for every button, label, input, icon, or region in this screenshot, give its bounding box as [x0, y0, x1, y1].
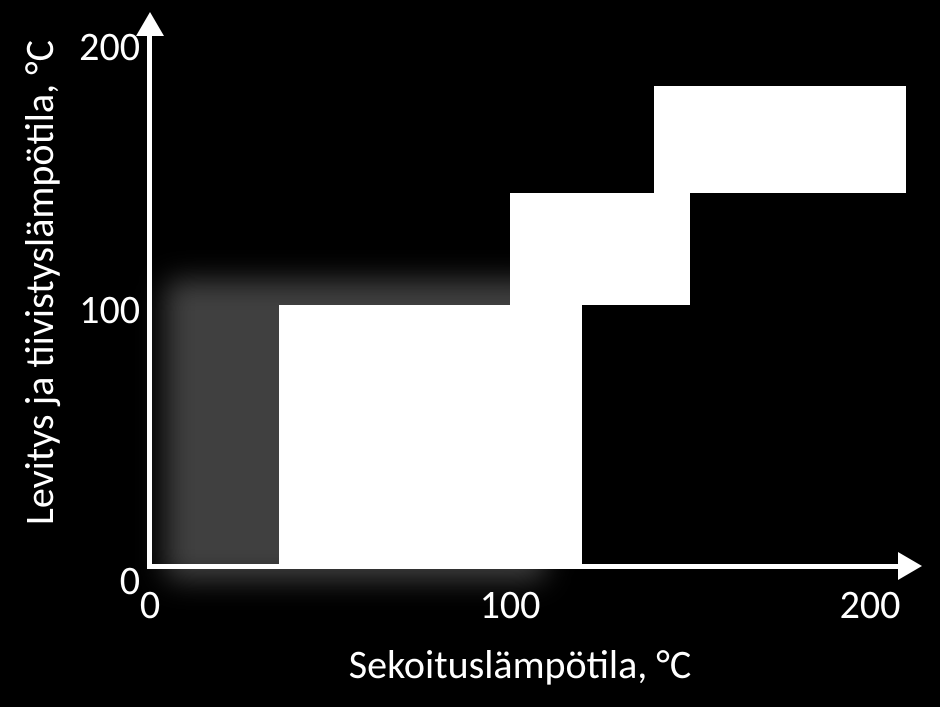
y-tick-label: 100 — [60, 285, 140, 334]
x-tick-label: 200 — [830, 580, 910, 629]
chart-container: Levitys ja tiivistyslämpötila, °C Sekoit… — [0, 0, 940, 707]
y-axis-arrow-icon — [136, 12, 164, 36]
x-axis-line — [147, 564, 903, 569]
x-axis-arrow-icon — [898, 552, 922, 580]
data-rect — [654, 86, 906, 193]
x-axis-label: Sekoituslämpötila, °C — [300, 640, 740, 680]
data-rect — [510, 193, 690, 305]
y-axis-label: Levitys ja tiivistyslämpötila, °C — [15, 75, 55, 525]
data-rect — [279, 305, 582, 566]
x-tick-label: 0 — [130, 580, 170, 629]
y-axis-line — [147, 30, 152, 568]
y-tick-label: 200 — [60, 22, 140, 71]
x-tick-label: 100 — [470, 580, 550, 629]
